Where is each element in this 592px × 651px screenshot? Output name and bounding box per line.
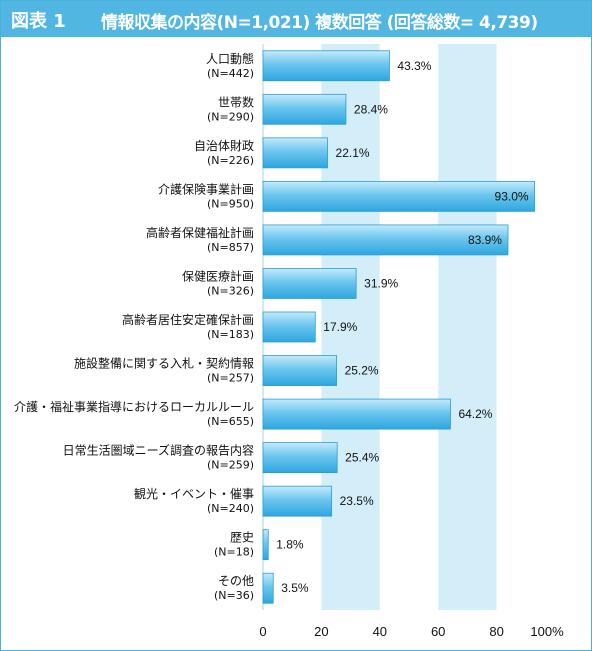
bar <box>262 355 337 386</box>
category-label: 保健医療計画 <box>182 268 254 283</box>
chart-title: 情報収集の内容(N=1,021) 複数回答 (回答総数= 4,739) <box>101 13 538 33</box>
bar <box>262 50 390 82</box>
value-label: 64.2% <box>458 407 492 421</box>
value-label: 23.5% <box>340 494 374 508</box>
x-tick-label: 20 <box>314 624 328 639</box>
grid-band <box>379 44 439 610</box>
category-label: 高齢者保健福祉計画 <box>146 225 254 240</box>
chart-header: 図表 1 情報収集の内容(N=1,021) 複数回答 (回答総数= 4,739) <box>1 1 591 37</box>
bar <box>262 137 328 169</box>
category-n-label: (N=655) <box>207 415 254 428</box>
value-label: 93.0% <box>495 189 529 203</box>
category-label: 施設整備に関する入札・契約情報 <box>74 356 254 371</box>
bar <box>262 398 451 430</box>
x-tick-label: 40 <box>373 624 387 639</box>
category-label: 介護・福祉事業指導におけるローカルルール <box>14 399 254 414</box>
value-label: 17.9% <box>323 320 357 334</box>
category-n-label: (N=18) <box>214 546 254 559</box>
bar <box>262 311 316 343</box>
bar <box>262 93 347 125</box>
bar <box>262 572 274 604</box>
category-n-label: (N=183) <box>207 328 254 341</box>
category-label: 世帯数 <box>218 94 254 109</box>
category-label: 歴史 <box>230 531 254 545</box>
x-tick-label: 60 <box>431 624 445 639</box>
bar <box>262 529 269 561</box>
x-tick-label: 80 <box>489 624 503 639</box>
category-n-label: (N=442) <box>207 67 254 80</box>
value-label: 28.4% <box>354 102 388 116</box>
bar <box>262 485 333 517</box>
bar <box>262 268 357 299</box>
figure-label: 図表 1 <box>11 11 66 32</box>
category-n-label: (N=950) <box>207 197 254 210</box>
category-label: 自治体財政 <box>194 138 254 153</box>
category-n-label: (N=36) <box>214 589 254 602</box>
x-tick-label: 0 <box>259 624 266 639</box>
bar <box>262 180 535 212</box>
category-n-label: (N=259) <box>207 459 254 472</box>
category-label: 高齢者居住安定確保計画 <box>122 312 254 327</box>
category-label: 人口動態 <box>206 51 254 66</box>
x-tick-label: 100% <box>530 624 564 639</box>
value-label: 1.8% <box>276 538 304 552</box>
value-label: 22.1% <box>336 146 370 160</box>
category-label: 観光・イベント・催事 <box>134 487 254 501</box>
value-label: 83.9% <box>468 233 502 247</box>
category-n-label: (N=257) <box>207 372 254 385</box>
category-label: その他 <box>218 574 254 588</box>
bar <box>262 224 509 256</box>
category-label: 日常生活圏域ニーズ調査の報告内容 <box>63 443 254 458</box>
value-label: 25.2% <box>345 364 379 378</box>
category-label: 介護保険事業計画 <box>158 181 254 196</box>
category-n-label: (N=226) <box>207 154 254 167</box>
bar <box>262 442 338 474</box>
category-n-label: (N=240) <box>207 502 254 515</box>
category-n-label: (N=290) <box>207 110 254 123</box>
grid-band <box>496 44 555 610</box>
value-label: 25.4% <box>345 451 379 465</box>
value-label: 43.3% <box>397 59 431 73</box>
grid-band <box>438 44 497 610</box>
category-n-label: (N=857) <box>207 241 254 254</box>
category-n-label: (N=326) <box>207 284 254 297</box>
value-label: 3.5% <box>281 581 309 595</box>
value-label: 31.9% <box>364 276 398 290</box>
